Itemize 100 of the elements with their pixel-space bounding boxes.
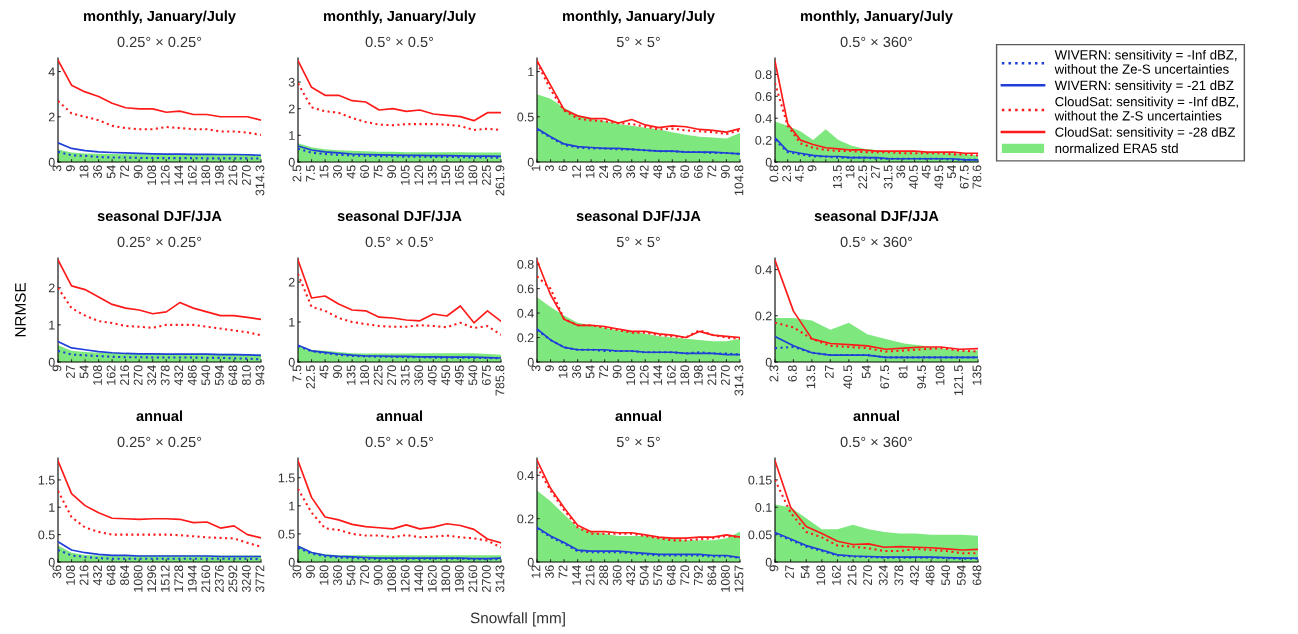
- y-tick-label: 0: [527, 157, 534, 167]
- x-tick-label: 2700: [481, 565, 491, 592]
- y-tick-label: 0.8: [755, 70, 772, 80]
- x-tick-label: 864: [707, 565, 717, 586]
- x-tick-label: 105: [400, 165, 410, 185]
- x-tick-label: 900: [373, 565, 383, 586]
- x-tick-label: 432: [910, 565, 919, 586]
- x-tick-label: 60: [360, 165, 370, 179]
- chart-title: annual: [376, 410, 422, 422]
- x-tick-label: 135: [346, 365, 356, 385]
- x-tick-label: 360: [414, 365, 424, 386]
- x-tick-label: 144: [174, 165, 184, 185]
- x-tick-label: 13.5: [806, 365, 816, 389]
- x-tick-label: 54: [666, 165, 676, 179]
- y-tick-label: 0.6: [755, 92, 772, 101]
- line-series: [58, 489, 261, 548]
- x-tick-label: 67.5: [880, 365, 890, 389]
- x-tick-label: 54: [861, 365, 871, 379]
- x-tick-label: 540: [201, 365, 211, 386]
- y-tick-label: 0.5: [38, 530, 55, 540]
- x-tick-label: 60: [680, 165, 690, 179]
- x-tick-label: 72: [558, 565, 568, 579]
- x-tick-label: 30: [612, 165, 622, 179]
- x-tick-label: 81: [898, 365, 908, 379]
- x-tick-label: 78.6: [972, 165, 982, 189]
- x-tick-label: 1980: [454, 565, 464, 592]
- y-tick-label: 1: [49, 320, 55, 330]
- y-tick-label: 0.6: [517, 284, 534, 294]
- x-tick-label: 2.5: [292, 165, 302, 182]
- y-tick-label: 0: [527, 357, 534, 367]
- y-tick-label: 0: [48, 357, 55, 367]
- y-tick-label: 0: [765, 557, 772, 567]
- y-tick-label: 0: [288, 557, 295, 567]
- x-tick-label: 162: [666, 365, 676, 385]
- y-tick-label: 0.4: [517, 308, 534, 318]
- x-tick-label: 27: [66, 365, 75, 379]
- x-tick-label: 7.5: [306, 165, 315, 182]
- x-tick-label: 72: [707, 165, 717, 179]
- y-tick-label: 4: [48, 67, 55, 77]
- chart-title: seasonal DJF/JJA: [337, 210, 462, 222]
- x-tick-label: 270: [720, 365, 730, 385]
- x-tick-label: 180: [468, 165, 478, 185]
- x-tick-label: 135: [972, 365, 982, 385]
- x-tick-label: 90: [306, 565, 315, 579]
- x-tick-label: 9: [769, 565, 779, 572]
- line-series: [58, 259, 261, 321]
- x-tick-label: 54: [106, 165, 116, 179]
- x-tick-label: 66: [693, 165, 703, 179]
- x-tick-label: 594: [214, 365, 224, 386]
- x-tick-label: 1080: [133, 565, 143, 592]
- x-tick-label: 54: [585, 365, 595, 379]
- x-tick-label: 648: [106, 565, 116, 585]
- x-tick-label: 270: [241, 165, 251, 185]
- x-tick-label: 72: [599, 365, 608, 379]
- x-tick-label: 27: [785, 565, 794, 579]
- x-tick-label: 594: [956, 565, 966, 586]
- x-tick-label: 22.5: [306, 365, 315, 389]
- x-tick-label: 36: [52, 565, 62, 579]
- chart-title: annual: [136, 410, 182, 422]
- x-tick-label: 1440: [414, 565, 424, 592]
- x-tick-label: 9: [52, 365, 62, 372]
- x-tick-label: 324: [147, 365, 157, 386]
- x-tick-label: 1944: [187, 565, 197, 592]
- x-tick-label: 198: [214, 165, 224, 185]
- x-tick-label: 165: [454, 165, 464, 185]
- x-tick-label: 45: [319, 365, 329, 379]
- chart-subtitle: 0.5° × 360°: [840, 36, 913, 48]
- y-tick-label: 0.15: [748, 475, 772, 485]
- y-tick-label: 1: [289, 131, 295, 140]
- x-tick-label: 144: [653, 365, 663, 385]
- x-tick-label: 540: [941, 565, 951, 586]
- line-series: [298, 459, 501, 544]
- y-tick-label: 2: [48, 283, 55, 293]
- x-tick-label: 504: [639, 565, 649, 586]
- x-tick-label: 4.5: [795, 165, 804, 182]
- x-tick-label: 36: [545, 565, 554, 579]
- x-tick-label: 3240: [241, 565, 251, 593]
- chart-title: monthly, January/July: [801, 10, 953, 24]
- x-tick-label: 360: [333, 565, 342, 586]
- chart-subtitle: 5° × 5°: [616, 36, 660, 48]
- x-tick-label: 216: [707, 365, 717, 385]
- y-tick-label: 0: [765, 357, 772, 367]
- y-tick-label: 0.2: [755, 311, 772, 321]
- x-tick-label: 7.5: [292, 365, 302, 382]
- x-tick-label: 1512: [160, 565, 170, 592]
- x-tick-label: 2376: [214, 565, 224, 592]
- x-tick-label: 108: [93, 365, 102, 385]
- line-series: [58, 286, 261, 337]
- y-tick-label: 0: [48, 557, 55, 567]
- x-tick-label: 378: [894, 565, 904, 586]
- x-tick-label: 108: [816, 565, 826, 585]
- x-tick-label: 90: [333, 365, 342, 379]
- x-tick-label: 2160: [201, 565, 211, 592]
- y-tick-label: 0: [288, 157, 295, 167]
- chart-title: monthly, January/July: [84, 10, 236, 24]
- chart-title: annual: [615, 410, 661, 422]
- x-tick-label: 150: [441, 165, 451, 185]
- x-tick-label: 2.3: [782, 165, 792, 182]
- line-series: [58, 459, 261, 539]
- legend-label: WIVERN: sensitivity = -Inf dBZ, without the Ze-S uncertainties: [1054, 49, 1237, 74]
